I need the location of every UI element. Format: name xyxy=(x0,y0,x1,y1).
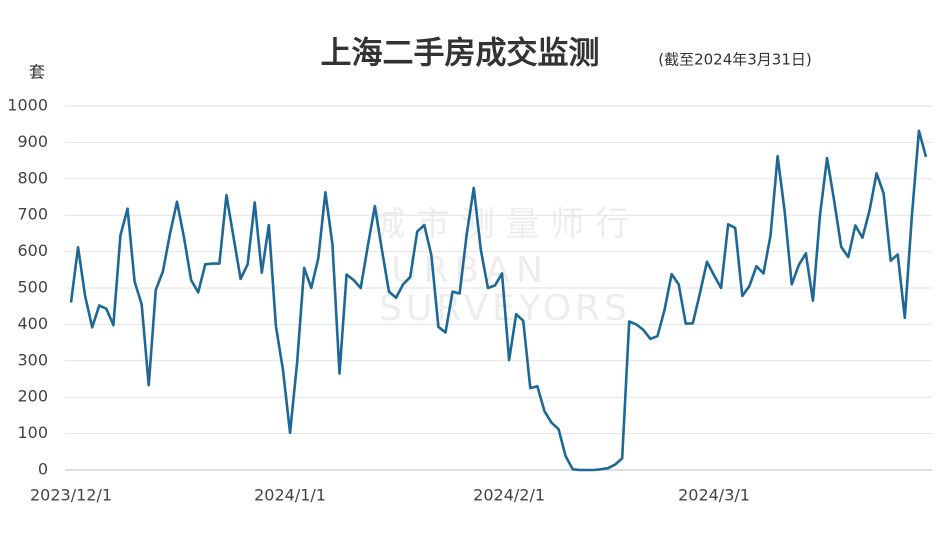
watermark: 城 市 测 量 师 行 URBAN SURVEYORS xyxy=(371,205,629,330)
x-tick-label: 2024/3/1 xyxy=(678,486,750,505)
y-tick-label: 600 xyxy=(17,241,48,260)
x-tick-label: 2024/2/1 xyxy=(473,486,545,505)
y-tick-label: 900 xyxy=(17,132,48,151)
y-tick-label: 100 xyxy=(17,423,48,442)
y-tick-label: 1000 xyxy=(7,96,48,115)
watermark-text: 城 市 测 量 师 行 xyxy=(371,205,629,245)
chart-subtitle: (截至2024年3月31日) xyxy=(658,51,812,69)
data-line xyxy=(69,129,928,472)
y-tick-label: 300 xyxy=(17,350,48,369)
y-tick-label: 800 xyxy=(17,168,48,187)
x-tick-label: 2023/12/1 xyxy=(30,486,112,505)
x-tick-label: 2024/1/1 xyxy=(254,486,326,505)
y-tick-label: 400 xyxy=(17,314,48,333)
y-tick-label: 700 xyxy=(17,205,48,224)
watermark-text: URBAN xyxy=(391,250,549,291)
y-axis-label: 套 xyxy=(29,63,45,82)
y-tick-label: 200 xyxy=(17,387,48,406)
y-tick-label: 500 xyxy=(17,278,48,297)
chart-title: 上海二手房成交监测 xyxy=(321,36,600,72)
y-tick-label: 0 xyxy=(38,460,48,479)
